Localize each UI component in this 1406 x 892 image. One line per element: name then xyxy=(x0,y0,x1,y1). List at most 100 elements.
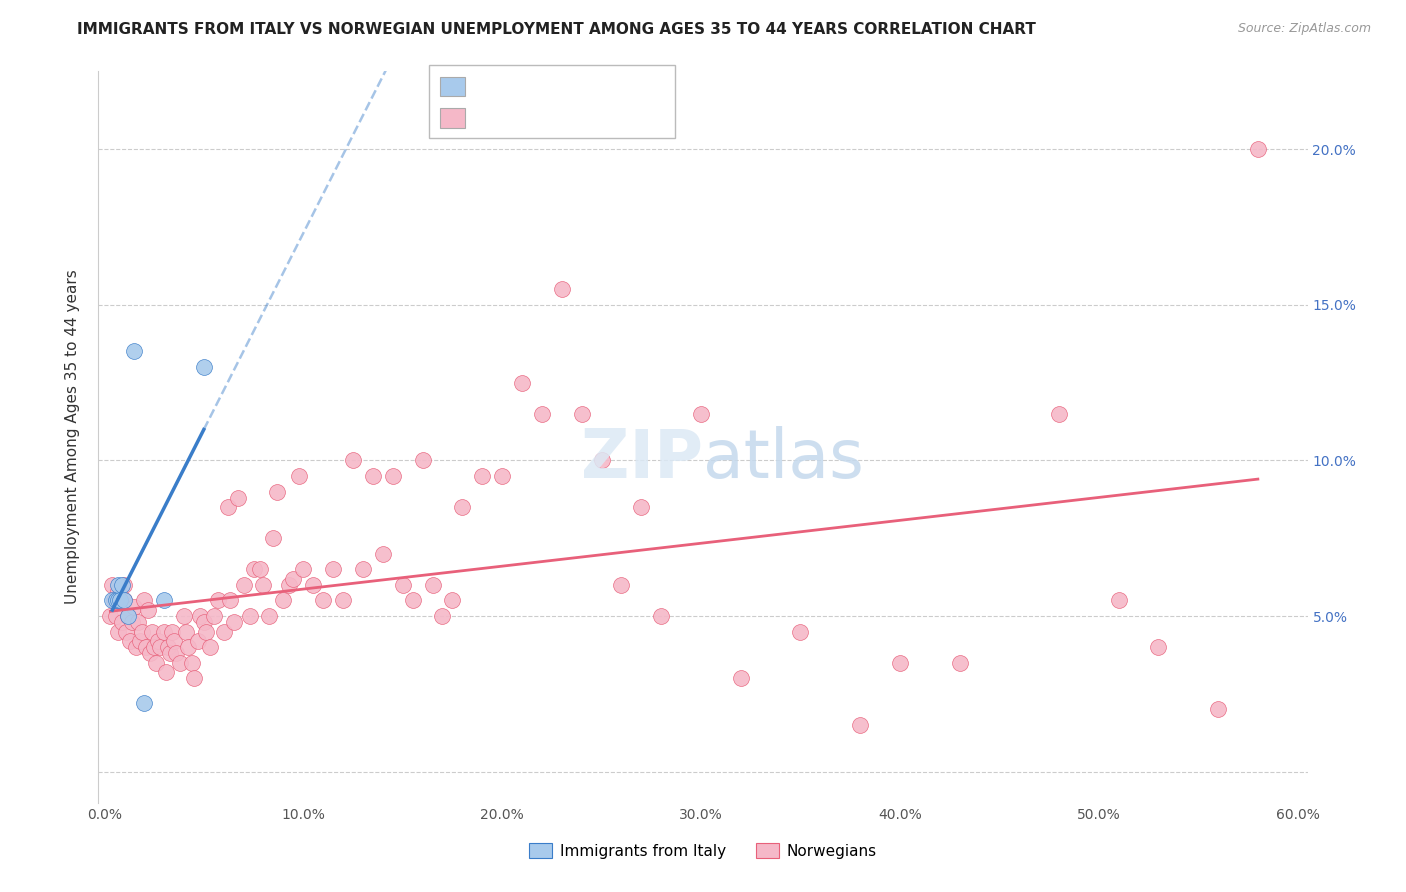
Point xyxy=(165,647,187,661)
Point xyxy=(412,453,434,467)
Text: N =: N = xyxy=(543,112,585,127)
Text: 0.292: 0.292 xyxy=(506,112,553,127)
Point xyxy=(371,547,394,561)
Point xyxy=(110,593,132,607)
Point xyxy=(1047,407,1070,421)
Point xyxy=(131,624,153,639)
Point xyxy=(163,634,186,648)
Point xyxy=(202,609,225,624)
Point xyxy=(259,609,281,624)
Point xyxy=(948,656,970,670)
Point xyxy=(107,584,129,599)
Point xyxy=(551,282,574,296)
Point xyxy=(193,359,215,374)
Point xyxy=(342,453,364,467)
Point xyxy=(101,578,124,592)
Point xyxy=(266,484,288,499)
Point xyxy=(110,593,132,607)
Point xyxy=(129,634,152,648)
Point xyxy=(149,640,172,655)
Point xyxy=(153,624,176,639)
Point xyxy=(571,407,593,421)
Point xyxy=(510,376,533,390)
Point xyxy=(157,640,180,655)
Point xyxy=(207,593,229,607)
Y-axis label: Unemployment Among Ages 35 to 44 years: Unemployment Among Ages 35 to 44 years xyxy=(65,269,80,605)
Text: IMMIGRANTS FROM ITALY VS NORWEGIAN UNEMPLOYMENT AMONG AGES 35 TO 44 YEARS CORREL: IMMIGRANTS FROM ITALY VS NORWEGIAN UNEMP… xyxy=(77,22,1036,37)
Point xyxy=(194,624,217,639)
Point xyxy=(422,578,444,592)
Point xyxy=(98,609,121,624)
Point xyxy=(610,578,633,592)
Point xyxy=(120,634,142,648)
Point xyxy=(789,624,811,639)
Point xyxy=(105,609,128,624)
Point xyxy=(1206,702,1229,716)
Point xyxy=(198,640,221,655)
Point xyxy=(193,615,215,630)
Point xyxy=(153,593,176,607)
Text: R =: R = xyxy=(475,80,506,95)
Point xyxy=(117,609,139,624)
Point xyxy=(288,469,311,483)
Point xyxy=(361,469,384,483)
Point xyxy=(849,718,872,732)
Point xyxy=(322,562,344,576)
Point xyxy=(107,578,129,592)
Point xyxy=(159,647,181,661)
Point xyxy=(183,671,205,685)
Point xyxy=(139,647,162,661)
Point xyxy=(173,609,195,624)
Point xyxy=(690,407,713,421)
Point xyxy=(112,593,135,607)
Legend: Immigrants from Italy, Norwegians: Immigrants from Italy, Norwegians xyxy=(523,837,883,864)
Point xyxy=(212,624,235,639)
Point xyxy=(125,640,148,655)
Text: atlas: atlas xyxy=(703,426,863,492)
Point xyxy=(174,624,197,639)
Point xyxy=(177,640,200,655)
Point xyxy=(491,469,513,483)
Text: 103: 103 xyxy=(588,112,619,127)
Point xyxy=(188,609,211,624)
Point xyxy=(121,615,143,630)
Point xyxy=(352,562,374,576)
Point xyxy=(180,656,202,670)
Point xyxy=(650,609,672,624)
Point xyxy=(471,469,494,483)
Point xyxy=(169,656,191,670)
Point xyxy=(222,615,245,630)
Point xyxy=(591,453,613,467)
Point xyxy=(107,624,129,639)
Text: Source: ZipAtlas.com: Source: ZipAtlas.com xyxy=(1237,22,1371,36)
Point xyxy=(242,562,264,576)
Point xyxy=(262,531,284,545)
Point xyxy=(283,572,305,586)
Point xyxy=(1247,142,1270,156)
Point xyxy=(401,593,423,607)
Point xyxy=(187,634,209,648)
Point xyxy=(332,593,354,607)
Point xyxy=(127,615,149,630)
Point xyxy=(112,593,135,607)
Point xyxy=(730,671,752,685)
Point xyxy=(101,593,124,607)
Text: N =: N = xyxy=(543,80,585,95)
Point xyxy=(134,593,156,607)
Point xyxy=(143,640,166,655)
Point xyxy=(278,578,301,592)
Point xyxy=(1147,640,1170,655)
Point xyxy=(112,578,135,592)
Point xyxy=(232,578,254,592)
Point xyxy=(135,640,157,655)
Text: 0.585: 0.585 xyxy=(506,80,553,95)
Point xyxy=(105,593,128,607)
Point xyxy=(117,609,139,624)
Point xyxy=(226,491,249,505)
Point xyxy=(111,578,134,592)
Point xyxy=(134,696,156,710)
Point xyxy=(115,624,138,639)
Point xyxy=(381,469,404,483)
Text: ZIP: ZIP xyxy=(581,426,703,492)
Point xyxy=(122,599,145,614)
